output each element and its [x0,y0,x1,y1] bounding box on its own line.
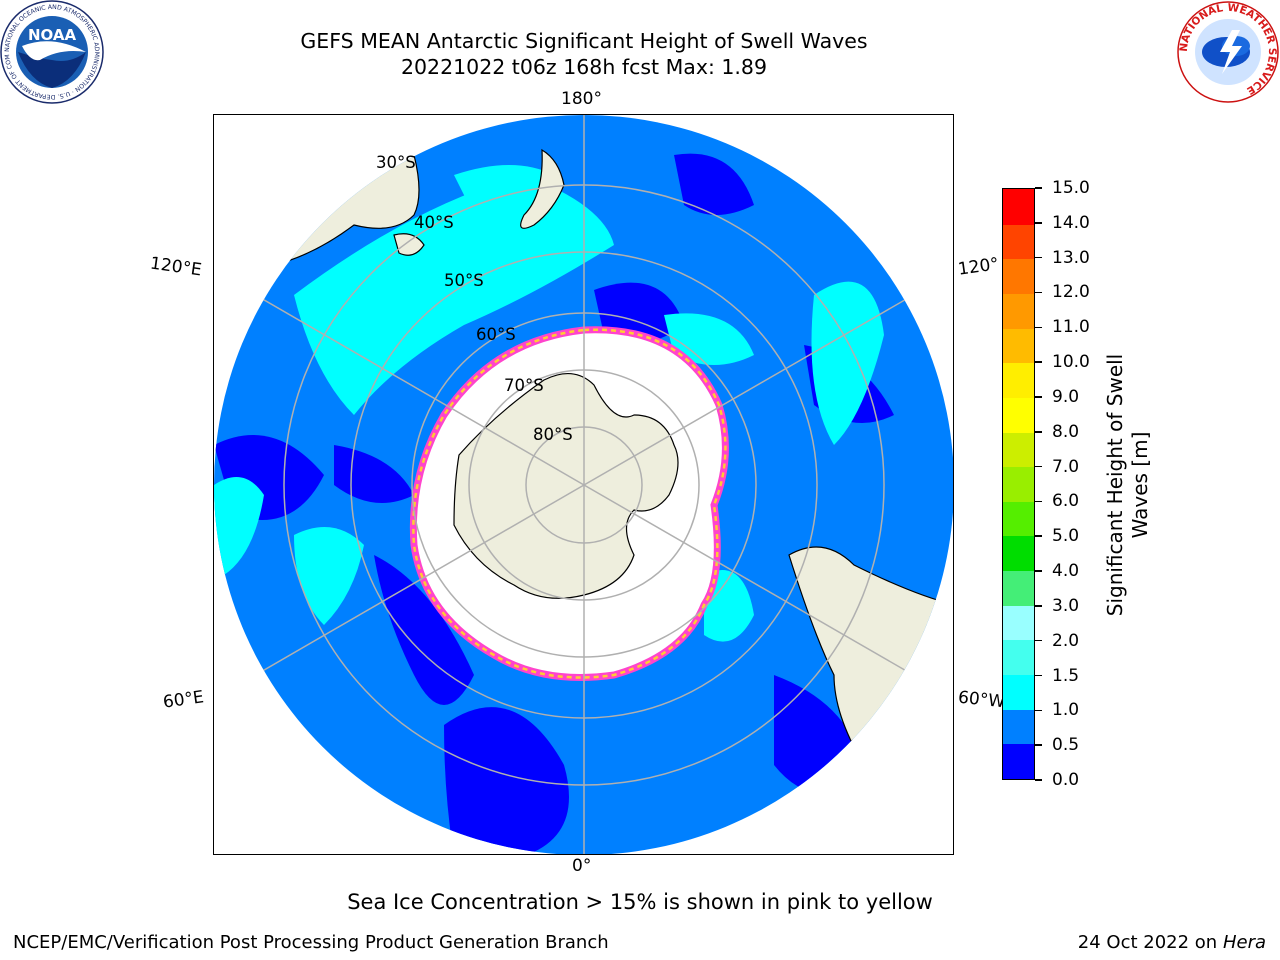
colorbar-tick-label: 6.0 [1052,491,1080,512]
colorbar-bin [1003,535,1034,572]
colorbar-tick-label: 5.0 [1052,526,1080,547]
colorbar-bin [1003,189,1034,225]
colorbar-tick [1035,222,1042,224]
colorbar-tick-label: 11.0 [1052,317,1090,338]
polar-map: 30°S 40°S 50°S 60°S 70°S 80°S [213,114,954,855]
colorbar-title: Significant Height of Swell Waves [m] [1103,354,1153,616]
lon-label-180: 180° [561,89,602,109]
lon-label-0: 0° [572,856,592,876]
colorbar-bin [1003,362,1034,398]
colorbar-bin [1003,258,1034,294]
machine-name: Hera [1222,932,1266,953]
colorbar-bin [1003,466,1034,502]
lat-label-70s: 70°S [504,376,544,395]
colorbar-tick [1035,709,1042,712]
colorbar-tick-label: 3.0 [1052,595,1080,616]
colorbar-tick [1035,396,1042,398]
colorbar-tick [1035,291,1042,294]
colorbar-bin [1003,293,1034,329]
lon-label-60w: 60°W [957,687,1006,713]
colorbar-tick [1035,605,1042,607]
colorbar-tick-label: 4.0 [1052,561,1080,582]
colorbar-bin [1003,224,1034,260]
colorbar-tick [1035,431,1042,433]
colorbar-tick-label: 1.5 [1052,665,1080,686]
lat-label-80s: 80°S [533,425,573,444]
sea-ice-edge [412,328,727,679]
colorbar-bin [1003,639,1034,676]
colorbar-tick-label: 15.0 [1052,178,1090,198]
meridian-lines [214,115,953,854]
colorbar-tick [1035,326,1042,329]
lat-label-30s: 30°S [376,153,416,172]
colorbar-bin [1003,570,1034,606]
lat-label-50s: 50°S [444,271,484,290]
colorbar-title-line2: Waves [m] [1128,431,1152,539]
colorbar-tick [1035,674,1042,677]
colorbar-bin [1003,501,1034,537]
colorbar-tick [1035,361,1042,363]
colorbar-tick [1035,744,1042,746]
colorbar-tick-label: 0.5 [1052,735,1080,756]
colorbar-bin [1003,674,1034,710]
colorbar-tick-label: 1.0 [1052,700,1080,721]
colorbar-bin [1003,328,1034,364]
nws-logo: NATIONAL WEATHER SERVICE [1177,1,1279,103]
lat-label-60s: 60°S [476,325,516,344]
colorbar-tick-label: 10.0 [1052,352,1090,373]
colorbar-tick [1035,779,1042,781]
colorbar-tick [1035,570,1042,572]
colorbar-tick-label: 14.0 [1052,212,1090,233]
run-date: 24 Oct 2022 on Hera [1078,932,1266,953]
colorbar-bin [1003,743,1034,779]
colorbar-tick-label: 2.0 [1052,630,1080,651]
noaa-logo-text: NOAA [28,26,77,44]
colorbar-bin [1003,709,1034,745]
colorbar-bin [1003,431,1034,468]
colorbar-tick-label: 7.0 [1052,456,1080,477]
colorbar-tick-label: 12.0 [1052,282,1090,303]
colorbar-tick-label: 9.0 [1052,386,1080,407]
colorbar-tick [1035,465,1042,468]
noaa-logo: NATIONAL OCEANIC AND ATMOSPHERIC ADMINIS… [0,0,104,104]
lat-label-40s: 40°S [414,213,454,232]
colorbar-tick [1035,187,1042,189]
colorbar [1002,188,1035,780]
colorbar-title-line1: Significant Height of Swell [1103,353,1127,617]
run-date-text: 24 Oct 2022 on [1077,932,1218,953]
chart-title: GEFS MEAN Antarctic Significant Height o… [300,29,868,53]
colorbar-tick [1035,535,1042,537]
colorbar-tick [1035,256,1042,259]
colorbar-bin [1003,397,1034,433]
lon-label-120w: 120° [956,254,1001,280]
lon-label-120e: 120°E [148,253,203,281]
lon-label-60e: 60°E [161,687,206,713]
colorbar-tick-label: 13.0 [1052,247,1090,268]
chart-subtitle: 20221022 t06z 168h fcst Max: 1.89 [400,55,768,79]
colorbar-tick-label: 8.0 [1052,421,1080,442]
colorbar-tick [1035,639,1042,642]
colorbar-tick [1035,500,1042,503]
polar-map-svg [214,115,953,854]
colorbar-bin [1003,605,1034,641]
colorbar-tick-label: 0.0 [1052,770,1080,790]
branch-credit: NCEP/EMC/Verification Post Processing Pr… [13,932,609,953]
antarctica [453,373,679,599]
sea-ice-note: Sea Ice Concentration > 15% is shown in … [347,890,933,914]
